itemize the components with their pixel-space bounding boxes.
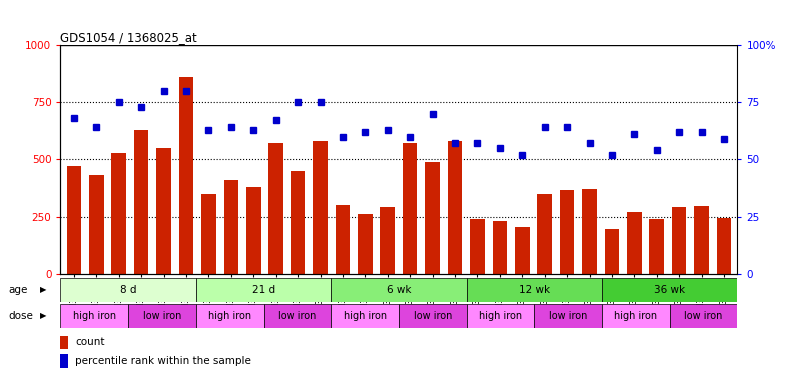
Text: high iron: high iron [479, 311, 522, 321]
Bar [470, 219, 484, 274]
Bar [196, 278, 331, 302]
Text: count: count [75, 338, 105, 347]
Bar [560, 190, 575, 274]
Bar [246, 187, 260, 274]
Text: high iron: high iron [614, 311, 658, 321]
Bar [534, 304, 602, 328]
Text: high iron: high iron [73, 311, 116, 321]
Bar [67, 166, 81, 274]
Text: low iron: low iron [413, 311, 452, 321]
Bar [717, 218, 731, 274]
Bar [60, 304, 128, 328]
Text: age: age [8, 285, 27, 295]
Bar [604, 229, 619, 274]
Bar [670, 304, 737, 328]
Text: high iron: high iron [343, 311, 387, 321]
Bar [314, 141, 328, 274]
Bar [627, 212, 642, 274]
Text: GDS1054 / 1368025_at: GDS1054 / 1368025_at [60, 31, 197, 44]
Bar [268, 143, 283, 274]
Text: dose: dose [8, 311, 33, 321]
Bar [223, 180, 238, 274]
Bar [582, 189, 596, 274]
Bar [650, 219, 664, 274]
Bar [335, 205, 351, 274]
Text: high iron: high iron [208, 311, 251, 321]
Bar [291, 171, 305, 274]
Text: low iron: low iron [684, 311, 723, 321]
Bar [426, 162, 440, 274]
Bar [467, 278, 602, 302]
Bar [60, 278, 196, 302]
Bar [602, 278, 737, 302]
Bar [399, 304, 467, 328]
Bar [515, 227, 530, 274]
Bar [538, 194, 552, 274]
Bar [602, 304, 670, 328]
Bar [156, 148, 171, 274]
Bar [134, 130, 148, 274]
Bar [196, 304, 264, 328]
Text: 36 wk: 36 wk [654, 285, 685, 295]
Text: low iron: low iron [549, 311, 588, 321]
Bar [60, 354, 69, 368]
Bar [202, 194, 216, 274]
Text: ▶: ▶ [40, 311, 47, 320]
Bar [694, 206, 709, 274]
Text: 8 d: 8 d [120, 285, 136, 295]
Bar [492, 221, 507, 274]
Bar [89, 176, 104, 274]
Bar [380, 207, 395, 274]
Text: percentile rank within the sample: percentile rank within the sample [75, 356, 251, 366]
Bar [128, 304, 196, 328]
Bar [467, 304, 534, 328]
Text: 6 wk: 6 wk [387, 285, 411, 295]
Bar [447, 141, 463, 274]
Bar [672, 207, 687, 274]
Bar [179, 77, 193, 274]
Bar [331, 278, 467, 302]
Text: low iron: low iron [143, 311, 181, 321]
Text: low iron: low iron [278, 311, 317, 321]
Bar [60, 336, 69, 349]
Bar [331, 304, 399, 328]
Bar [403, 143, 418, 274]
Text: 12 wk: 12 wk [519, 285, 550, 295]
Bar [264, 304, 331, 328]
Bar [111, 153, 126, 274]
Text: 21 d: 21 d [252, 285, 275, 295]
Text: ▶: ▶ [40, 285, 47, 294]
Bar [358, 214, 372, 274]
